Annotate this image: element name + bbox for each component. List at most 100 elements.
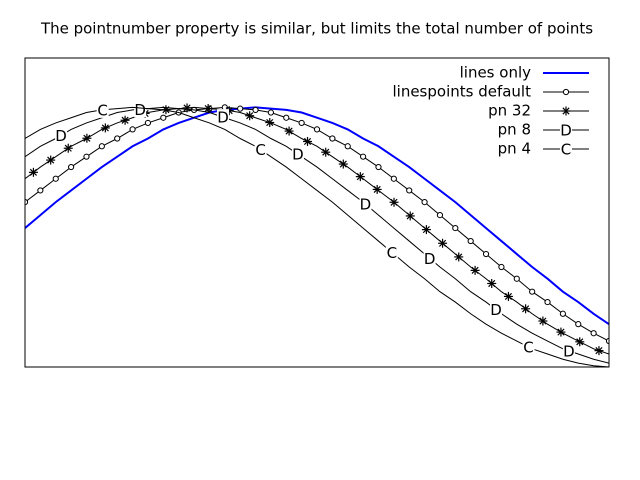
legend-label: linespoints default [392,83,531,101]
point-asterisk [322,148,330,156]
point-char: C [523,338,533,356]
data-point [390,175,397,182]
point-asterisk [121,116,129,124]
point-asterisk [576,338,584,346]
point-char: C [255,141,265,159]
data-point [513,275,520,282]
plot-border [24,57,610,368]
data-point [375,163,382,171]
series-line [25,106,609,367]
point-asterisk [471,266,479,274]
data-point [452,224,459,232]
point-bg [254,141,267,158]
point-asterisk [522,305,530,313]
data-point [237,105,244,112]
point-bg [217,109,230,126]
data-point [406,187,413,194]
point-char: D [217,109,229,127]
point-bg [55,127,68,144]
point-char: D [134,101,146,119]
point-bg [359,196,372,213]
point-asterisk [562,107,570,115]
data-point [83,153,90,160]
point-bg [560,122,572,138]
data-point [98,143,105,150]
data-point [267,109,274,116]
data-point [144,119,152,127]
point-char: D [560,122,572,140]
point-char: D [360,196,372,214]
data-point [575,321,582,328]
data-point [344,143,351,150]
data-point [129,126,136,133]
point-asterisk [183,104,191,112]
data-point [329,135,336,142]
data-point [559,310,566,317]
point-asterisk [504,292,513,301]
point-bg [96,101,109,118]
point-asterisk [406,212,414,220]
data-point [37,187,44,194]
data-point [529,288,536,295]
data-point [252,106,259,114]
point-asterisk [83,134,91,142]
point-bg [291,146,304,163]
point-asterisk [455,253,463,261]
data-point [544,298,551,306]
data-point [25,199,29,206]
point-asterisk [557,328,565,336]
data-point [590,330,597,337]
series-line [25,106,609,355]
point-char: D [55,127,67,145]
point-char: C [97,101,107,119]
point-bg [134,101,147,118]
data-point [160,114,167,121]
legend-label: pn 32 [488,102,531,120]
point-asterisk [539,317,547,325]
point-bg [522,338,535,355]
point-asterisk [422,226,430,234]
point-asterisk [47,156,55,164]
legend-label: lines only [460,64,532,82]
point-asterisk [29,168,38,176]
series-line [25,106,609,364]
data-point [467,237,474,245]
point-bg [423,250,436,267]
point-asterisk [373,185,381,194]
data-point [498,263,505,271]
data-point [605,337,609,345]
series-line [25,106,609,325]
data-point [298,119,305,127]
point-asterisk [488,279,496,288]
data-point [52,175,59,182]
data-point [68,163,75,171]
data-point [283,114,290,121]
point-asterisk [285,127,293,135]
point-asterisk [390,198,398,206]
point-char: C [561,141,571,159]
data-point [436,211,444,219]
point-char: C [387,244,397,262]
point-char: D [424,250,436,268]
point-circle [562,88,570,96]
point-asterisk [438,239,447,247]
point-asterisk [64,144,72,152]
data-point [313,126,321,133]
point-asterisk [266,118,274,127]
point-asterisk [246,112,254,120]
point-asterisk [356,173,364,181]
legend-label: pn 4 [498,140,531,158]
point-bg [385,244,398,261]
point-asterisk [303,137,312,146]
data-point [360,153,367,160]
point-asterisk [204,104,212,113]
point-char: D [563,342,575,360]
point-bg [489,301,502,318]
point-bg [562,342,575,359]
point-asterisk [101,124,109,132]
point-char: D [292,146,304,164]
data-point [482,250,490,258]
